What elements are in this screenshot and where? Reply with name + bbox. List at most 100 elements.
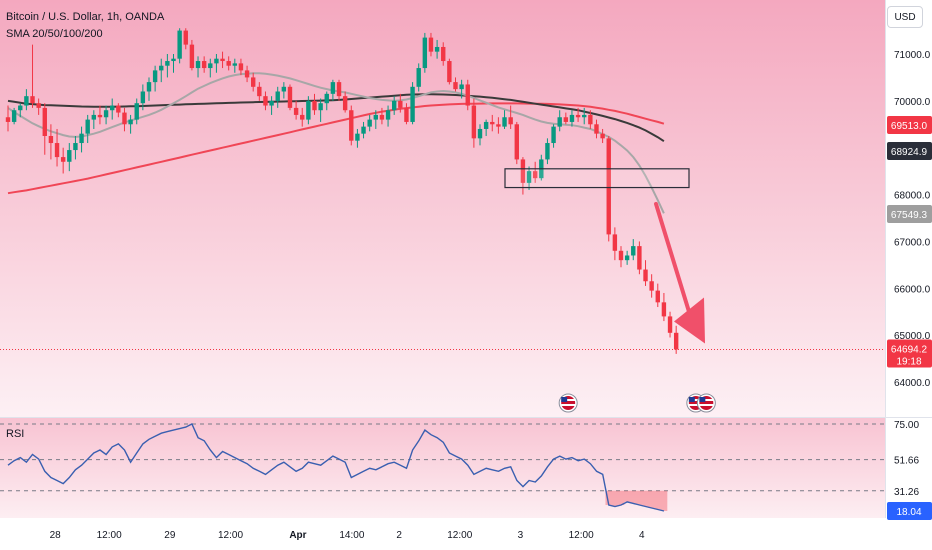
candle-up xyxy=(367,119,372,127)
candle-up xyxy=(434,46,440,52)
forecast-arrow-shaft xyxy=(654,201,694,324)
chart-legend: Bitcoin / U.S. Dollar, 1h, OANDA SMA 20/… xyxy=(6,9,164,43)
candle-up xyxy=(24,96,29,106)
candle-up xyxy=(281,86,287,92)
candle-up xyxy=(146,82,152,92)
candle-up xyxy=(373,114,378,120)
candle-up xyxy=(416,68,421,87)
candle-down xyxy=(300,114,305,120)
candle-up xyxy=(79,133,84,144)
time-tick-label: 12:00 xyxy=(97,530,122,541)
candle-up xyxy=(631,246,636,256)
candle-down xyxy=(661,302,667,317)
candle-down xyxy=(183,30,188,45)
candle-down xyxy=(238,63,244,71)
us-flag-event-icon xyxy=(558,393,578,413)
candle-down xyxy=(36,103,41,108)
price-axis-labels: 69513.0 68924.9 67549.3 64694.219:18 18.04 xyxy=(887,116,932,520)
candle-down xyxy=(618,250,624,261)
candle-down xyxy=(189,44,195,69)
sma-20-line xyxy=(7,72,665,214)
candle-up xyxy=(177,30,182,59)
candle-up xyxy=(140,91,146,104)
candle-up xyxy=(582,114,587,118)
time-tick-label: 4 xyxy=(639,530,645,541)
candle-up xyxy=(483,121,489,129)
candle-down xyxy=(404,107,409,122)
price-tick-label: 70000.0 xyxy=(894,97,931,108)
time-axis-background xyxy=(0,518,932,550)
rsi-value-text: 18.04 xyxy=(896,507,921,518)
candle-up xyxy=(459,84,464,90)
candle-up xyxy=(410,86,415,122)
candle-down xyxy=(48,136,54,144)
candle-up xyxy=(152,70,158,83)
candle-up xyxy=(103,110,109,118)
countdown-text: 19:18 xyxy=(896,356,921,367)
candle-up xyxy=(214,58,219,64)
sma-gray-price-label-text: 67549.3 xyxy=(891,210,928,221)
candle-down xyxy=(594,124,599,134)
candle-down xyxy=(122,112,127,125)
candle-up xyxy=(624,255,630,261)
candle-down xyxy=(447,61,452,83)
candles xyxy=(5,28,679,354)
time-tick-label: 28 xyxy=(50,530,62,541)
candle-up xyxy=(165,61,170,66)
candle-up xyxy=(128,119,133,125)
time-tick-label: Apr xyxy=(289,530,306,541)
candle-down xyxy=(312,100,317,111)
candle-up xyxy=(171,58,176,62)
candle-down xyxy=(508,117,513,125)
rsi-level-label: 75.00 xyxy=(894,420,919,431)
price-tick-label: 68000.0 xyxy=(894,191,931,202)
candle-up xyxy=(330,82,336,94)
candle-down xyxy=(42,107,47,136)
candle-down xyxy=(428,37,434,52)
indicator-legend[interactable]: SMA 20/50/100/200 xyxy=(6,28,103,40)
candle-down xyxy=(655,290,660,303)
price-tick-label: 64000.0 xyxy=(894,378,931,389)
event-icons[interactable] xyxy=(558,393,716,413)
candle-down xyxy=(398,100,403,108)
candle-down xyxy=(97,114,103,118)
candle-up xyxy=(477,128,483,139)
symbol-title[interactable]: Bitcoin / U.S. Dollar, 1h, OANDA xyxy=(6,11,165,23)
time-tick-label: 29 xyxy=(164,530,176,541)
candle-down xyxy=(606,138,611,235)
sma-dark-price-label-text: 68924.9 xyxy=(891,147,928,158)
time-tick-label: 2 xyxy=(396,530,402,541)
rsi-pane-label[interactable]: RSI xyxy=(6,428,25,440)
price-tick-label: 71000.0 xyxy=(894,50,931,61)
candle-up xyxy=(569,114,575,122)
candle-down xyxy=(349,110,354,141)
candle-up xyxy=(318,103,323,111)
candle-down xyxy=(5,117,11,122)
candle-up xyxy=(545,143,550,160)
candle-down xyxy=(600,133,605,139)
candle-down xyxy=(30,96,35,104)
candle-down xyxy=(637,246,642,270)
candle-up xyxy=(159,65,164,71)
time-tick-label: 12:00 xyxy=(569,530,594,541)
candle-down xyxy=(244,70,250,78)
time-axis-ticks: 28 12:00 29 12:00 Apr 14:00 2 12:00 3 12:00 4 xyxy=(50,530,645,541)
candle-down xyxy=(220,58,225,62)
time-tick-label: 14:00 xyxy=(339,530,364,541)
support-zone-rectangle xyxy=(504,168,690,189)
candle-down xyxy=(465,84,470,106)
rsi-level-label: 31.26 xyxy=(894,487,919,498)
candle-down xyxy=(293,107,299,115)
candle-down xyxy=(563,117,569,122)
rsi-series: 75.00 51.66 31.26 xyxy=(0,420,919,512)
us-flag-event-icon xyxy=(696,393,716,413)
candle-down xyxy=(643,269,648,282)
candle-down xyxy=(490,121,495,125)
candle-down xyxy=(342,96,348,111)
annotations[interactable] xyxy=(504,168,705,344)
candle-down xyxy=(575,114,581,118)
candle-up xyxy=(275,91,280,101)
currency-button[interactable]: USD xyxy=(887,6,923,28)
candle-down xyxy=(520,159,526,183)
